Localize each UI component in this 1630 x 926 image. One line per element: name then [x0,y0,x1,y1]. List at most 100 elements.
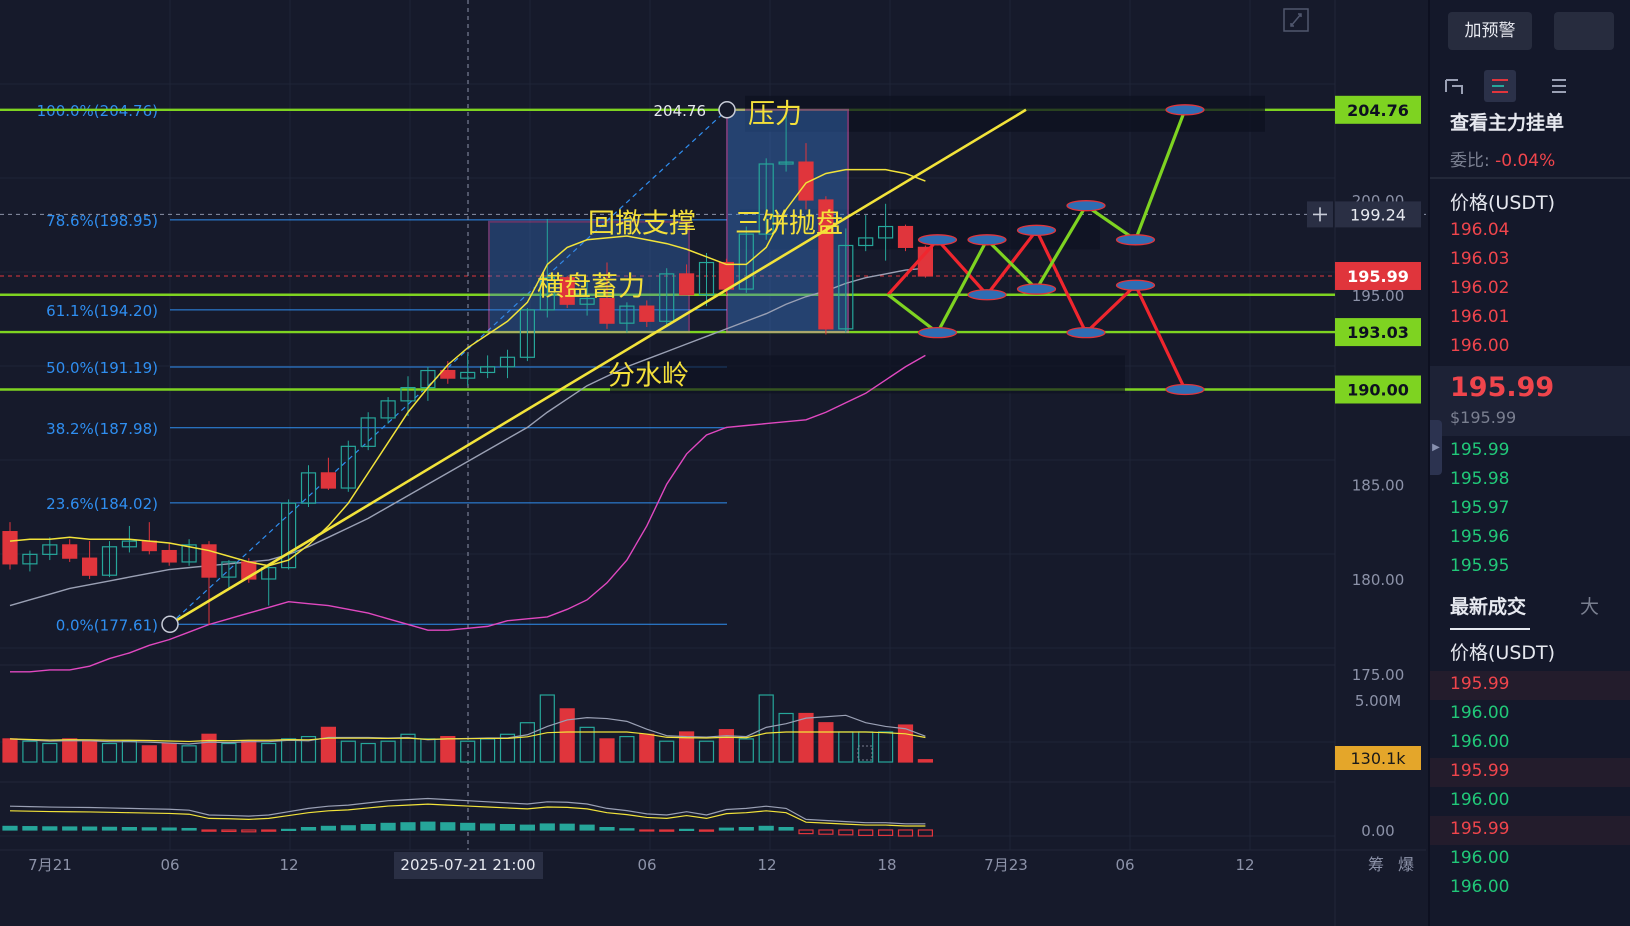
candle-body [738,233,754,290]
macd-bar [877,829,894,837]
macd-bar [858,829,874,837]
price-tick: 175.00 [1352,666,1405,684]
list-icon[interactable] [1544,72,1572,100]
trade-row[interactable]: 195.99 [1450,819,1510,839]
trades-tab[interactable]: 最新成交 [1450,596,1527,618]
bid-row[interactable]: 195.96 [1450,527,1510,547]
tab-underline [1450,628,1530,630]
volume-bar [241,740,257,763]
annotation-label: 三饼抛盘 [735,209,843,240]
macd-bar [161,827,177,831]
candle-body [400,387,416,402]
ask-row[interactable]: 196.00 [1450,336,1510,356]
last-price-block: 195.99 $195.99 [1430,366,1630,436]
trade-row[interactable]: 196.00 [1450,877,1510,897]
macd-bar [818,829,834,835]
ask-row[interactable]: 196.01 [1450,307,1510,327]
turn-marker [917,234,958,246]
macd-bar [917,829,934,837]
divider [1430,177,1630,179]
macd-bar [639,829,655,832]
volume-bar [917,759,934,763]
ask-row[interactable]: 196.04 [1450,220,1510,240]
volume-bar [539,694,555,763]
crosshair-time-tag [394,852,543,879]
macd-bar [619,828,635,831]
candle-body [619,305,635,324]
dashed-box [857,745,873,761]
candle-body [81,557,98,576]
macd-bar [778,826,794,831]
macd-bar [539,823,555,831]
price-tick: 180.00 [1352,571,1405,589]
volume-bar [758,694,774,763]
anchor-point [161,615,179,634]
macd-bar [758,825,774,831]
volume-bar [718,729,735,763]
candle-body [380,400,396,419]
price-chart[interactable]: 100.0%(204.76) 78.6%(198.95) 61.1%(194.20)… [0,0,1426,926]
trade-row[interactable]: 196.00 [1450,703,1510,723]
fib-diagonal [169,109,728,625]
add-alert-button[interactable]: 加预警 [1448,12,1532,50]
macd-bar [22,826,38,831]
trades-tab-large[interactable]: 大 [1580,596,1600,618]
price-tag [1335,375,1421,404]
chart-canvas[interactable]: 100.0%(204.76)78.6%(198.95)61.1%(194.20)… [0,0,1426,926]
candle-body [559,277,575,305]
trade-row[interactable]: 196.00 [1450,790,1510,810]
secondary-button[interactable] [1554,12,1614,50]
macd-bar [499,823,516,831]
ratio-value: -0.04% [1495,151,1556,171]
macd-bar [320,825,336,831]
turn-marker [967,234,1007,246]
annotation-label: 分水岭 [608,360,689,391]
bid-row[interactable]: 195.95 [1450,556,1510,576]
price-tag-label: 195.99 [1347,267,1409,286]
price-tag [1335,95,1421,124]
time-tick: 12 [279,856,298,874]
collapse-arrow-icon[interactable]: ▶ [1430,420,1442,475]
volume-bar [639,733,655,763]
volume-bar [181,745,197,763]
bid-row[interactable]: 195.98 [1450,469,1510,489]
orderbook-icon[interactable] [1484,70,1516,102]
time-tick: 06 [160,856,179,874]
candle-body [121,540,138,548]
trade-row[interactable]: 196.00 [1450,732,1510,752]
trade-row[interactable]: 195.99 [1450,761,1510,781]
macd-bar [460,822,476,831]
trade-row[interactable]: 195.99 [1450,674,1510,694]
bid-row[interactable]: 195.99 [1450,440,1510,460]
candle-body [161,549,177,563]
candle-body [2,531,18,565]
bid-row[interactable]: 195.97 [1450,498,1510,518]
macd-bar [340,825,356,831]
volume-bar [42,742,58,763]
volume-bar [221,742,237,763]
fullscreen-icon[interactable] [1283,8,1309,32]
volume-bar [659,740,675,763]
volume-bar [838,731,854,763]
volume-bar [678,731,695,763]
main-orders-title[interactable]: 查看主力挂单 [1450,112,1565,134]
volume-bar [380,740,396,763]
candle-body [201,544,217,578]
candle-body [221,561,237,578]
macd-bar [519,824,536,831]
volume-tag [1335,746,1421,770]
fib-label: 0.0%(177.61) [56,616,158,634]
time-tick: 7月21 [28,856,72,874]
candle-body [320,472,336,489]
volume-bar [619,735,635,763]
fib-label: 78.6%(198.95) [46,212,158,230]
fib-label: 23.6%(184.02) [46,495,158,513]
price-tag-label: 193.03 [1347,323,1409,342]
turn-marker [1115,234,1156,246]
ask-row[interactable]: 196.03 [1450,249,1510,269]
layout-icon[interactable] [1440,72,1468,100]
ask-row[interactable]: 196.02 [1450,278,1510,298]
trade-row[interactable]: 196.00 [1450,848,1510,868]
volume-bar [579,726,595,763]
candle-body [499,356,516,368]
